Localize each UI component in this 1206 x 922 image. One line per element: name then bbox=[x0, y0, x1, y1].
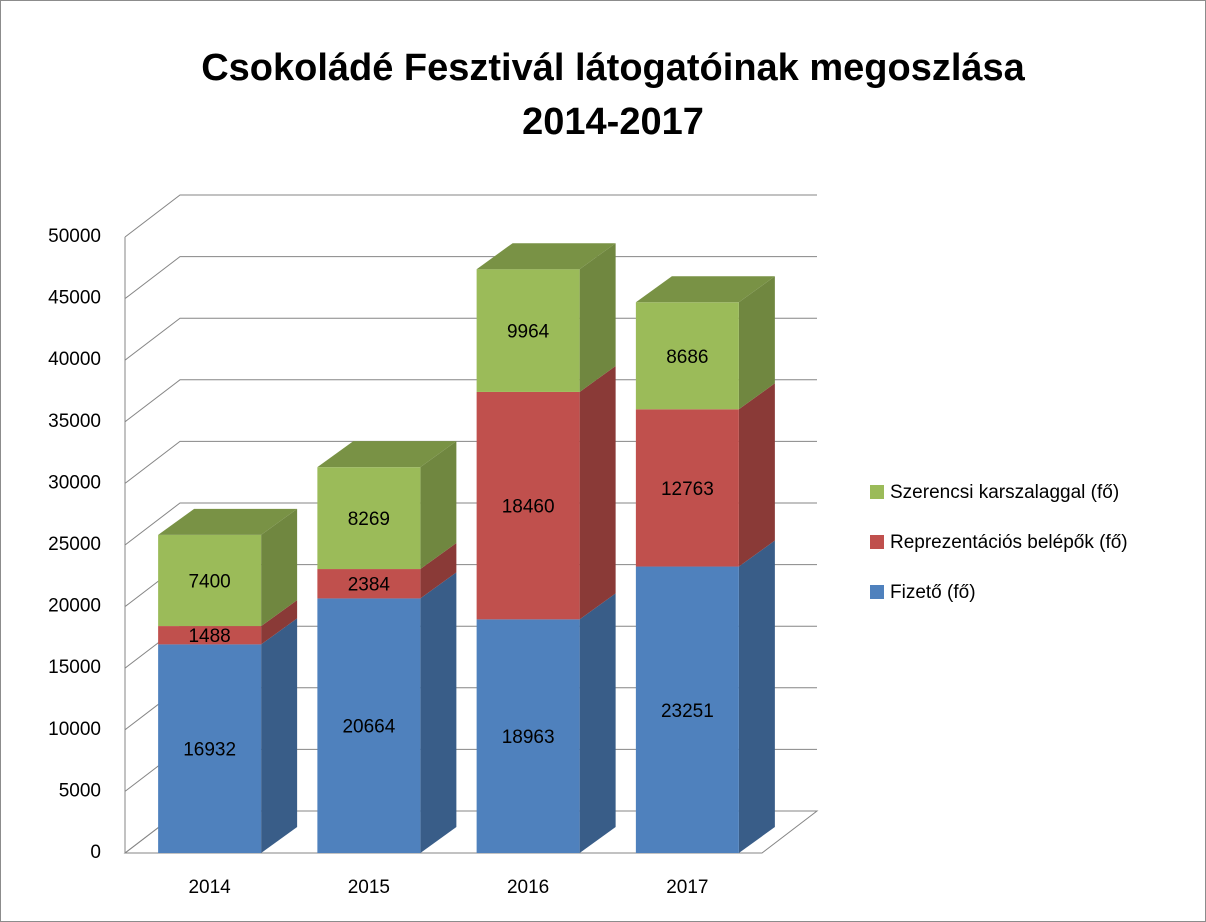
data-label: 8269 bbox=[348, 509, 390, 530]
data-label: 18460 bbox=[502, 497, 555, 518]
data-label: 1488 bbox=[188, 626, 230, 647]
data-label: 16932 bbox=[183, 740, 236, 761]
chart-title: Csokoládé Fesztivál látogatóinak megoszl… bbox=[201, 47, 1025, 89]
bar-side bbox=[261, 508, 298, 627]
bar-side bbox=[261, 600, 298, 645]
data-label: 8686 bbox=[666, 347, 708, 368]
data-label: 18963 bbox=[502, 727, 555, 748]
bar-side bbox=[261, 618, 298, 853]
y-tick-label: 0 bbox=[90, 842, 101, 863]
bar bbox=[158, 644, 262, 853]
data-label: 2384 bbox=[348, 575, 391, 596]
bar bbox=[317, 598, 421, 853]
x-tick-label: 2015 bbox=[348, 877, 390, 898]
x-tick-label: 2017 bbox=[666, 877, 708, 898]
bar-side bbox=[738, 276, 775, 410]
bar-side bbox=[738, 540, 775, 853]
data-label: 20664 bbox=[342, 717, 395, 738]
bar bbox=[476, 269, 580, 392]
y-tick-label: 40000 bbox=[48, 349, 101, 370]
y-tick-label: 50000 bbox=[48, 226, 101, 247]
bar-side bbox=[738, 383, 775, 567]
y-tick-label: 20000 bbox=[48, 596, 101, 617]
y-tick-label: 25000 bbox=[48, 534, 101, 555]
x-tick-label: 2016 bbox=[507, 877, 549, 898]
legend-swatch bbox=[870, 485, 884, 499]
data-label: 12763 bbox=[661, 479, 714, 500]
bar-top bbox=[158, 508, 298, 535]
data-label: 9964 bbox=[507, 322, 550, 343]
bar bbox=[158, 534, 262, 627]
y-tick-label: 10000 bbox=[48, 719, 101, 740]
bar-top bbox=[317, 441, 457, 468]
bar bbox=[476, 391, 580, 620]
bar bbox=[317, 467, 421, 570]
x-tick-label: 2014 bbox=[188, 877, 231, 898]
bar bbox=[476, 619, 580, 853]
bar bbox=[635, 566, 739, 853]
y-tick-label: 5000 bbox=[59, 780, 101, 801]
chart-title: 2014-2017 bbox=[522, 101, 704, 143]
legend-label: Reprezentációs belépők (fő) bbox=[890, 532, 1128, 553]
grid-line bbox=[124, 194, 817, 238]
bar bbox=[158, 626, 262, 645]
bar-side bbox=[420, 543, 457, 599]
bar bbox=[635, 302, 739, 410]
data-label: 23251 bbox=[661, 701, 714, 722]
y-tick-label: 15000 bbox=[48, 657, 101, 678]
bar-side bbox=[420, 441, 457, 570]
legend-swatch bbox=[870, 585, 884, 599]
y-tick-label: 30000 bbox=[48, 472, 101, 493]
y-tick-label: 45000 bbox=[48, 288, 101, 309]
bar-side bbox=[579, 593, 616, 853]
data-label: 7400 bbox=[188, 571, 230, 592]
bar-side bbox=[420, 572, 457, 853]
legend-label: Fizető (fő) bbox=[890, 582, 976, 603]
y-tick-label: 35000 bbox=[48, 411, 101, 432]
bar bbox=[317, 569, 421, 599]
bar-top bbox=[476, 243, 616, 270]
legend-swatch bbox=[870, 535, 884, 549]
bar bbox=[635, 409, 739, 567]
bar-side bbox=[579, 243, 616, 392]
legend-label: Szerencsi karszalaggal (fő) bbox=[890, 482, 1119, 503]
bar-top bbox=[635, 276, 775, 303]
bar-side bbox=[579, 365, 616, 620]
